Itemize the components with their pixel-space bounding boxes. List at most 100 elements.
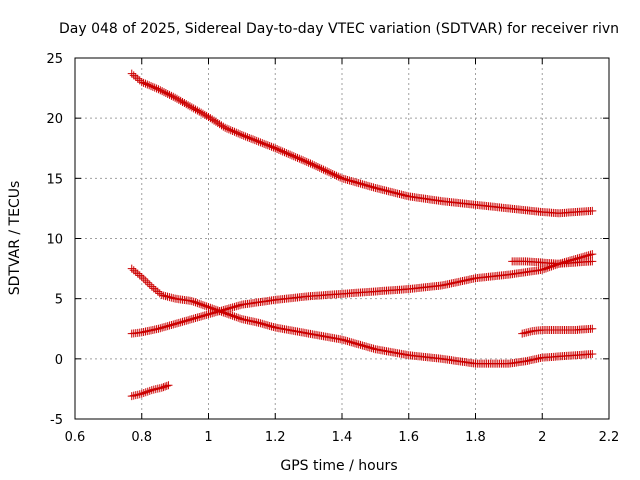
data-point bbox=[137, 78, 146, 87]
data-point bbox=[345, 176, 354, 185]
data-point bbox=[139, 78, 148, 87]
series-track-5 bbox=[508, 257, 597, 268]
data-point bbox=[269, 323, 278, 332]
data-point bbox=[295, 154, 304, 163]
x-tick-label: 1.4 bbox=[332, 430, 353, 445]
data-point bbox=[228, 127, 237, 136]
data-point bbox=[230, 302, 239, 311]
data-point bbox=[306, 159, 315, 168]
data-point bbox=[167, 91, 176, 100]
data-point bbox=[278, 147, 287, 156]
data-point bbox=[236, 301, 245, 310]
data-point bbox=[221, 123, 230, 132]
data-point bbox=[323, 167, 332, 176]
data-point bbox=[139, 389, 148, 398]
data-point bbox=[211, 305, 220, 314]
data-point bbox=[198, 301, 207, 310]
data-point bbox=[161, 322, 170, 331]
data-point bbox=[200, 311, 209, 320]
data-point bbox=[208, 304, 217, 313]
data-point bbox=[133, 269, 142, 278]
data-point bbox=[332, 171, 341, 180]
data-point bbox=[171, 319, 180, 328]
data-point bbox=[200, 110, 209, 119]
data-point bbox=[343, 337, 352, 346]
data-point bbox=[291, 153, 300, 162]
data-point bbox=[163, 89, 172, 98]
data-point bbox=[127, 69, 136, 78]
series-track-4 bbox=[127, 381, 173, 401]
data-point bbox=[588, 350, 597, 359]
data-point bbox=[280, 148, 289, 157]
data-point bbox=[141, 388, 150, 397]
y-tick-label: 5 bbox=[55, 293, 63, 308]
plot-frame bbox=[74, 57, 610, 420]
data-point bbox=[145, 280, 154, 289]
data-point bbox=[153, 287, 162, 296]
data-point bbox=[223, 309, 232, 318]
data-point bbox=[230, 312, 239, 321]
data-point bbox=[197, 300, 206, 309]
data-point bbox=[157, 383, 166, 392]
data-point bbox=[588, 257, 597, 266]
y-axis-label: SDTVAR / TECUs bbox=[7, 181, 23, 296]
data-point bbox=[163, 292, 172, 301]
data-point bbox=[184, 316, 193, 325]
data-point bbox=[176, 318, 185, 327]
data-point bbox=[232, 313, 241, 322]
data-point bbox=[256, 319, 265, 328]
data-point bbox=[243, 133, 252, 142]
data-point bbox=[187, 315, 196, 324]
data-point bbox=[180, 317, 189, 326]
data-point bbox=[356, 340, 365, 349]
data-point bbox=[241, 132, 250, 141]
data-point bbox=[219, 308, 228, 317]
data-point bbox=[308, 160, 317, 169]
data-point bbox=[147, 282, 156, 291]
data-point bbox=[336, 173, 345, 182]
data-point bbox=[195, 107, 204, 116]
data-point bbox=[167, 293, 176, 302]
data-point bbox=[347, 177, 356, 186]
data-point bbox=[234, 313, 243, 322]
data-point bbox=[293, 153, 302, 162]
data-point bbox=[157, 291, 166, 300]
data-point bbox=[191, 314, 200, 323]
data-point bbox=[141, 276, 150, 285]
data-point bbox=[171, 93, 180, 102]
data-point bbox=[129, 266, 138, 275]
data-point bbox=[163, 322, 172, 331]
data-point bbox=[217, 307, 226, 316]
data-point bbox=[297, 155, 306, 164]
x-tick-label: 2.2 bbox=[599, 430, 620, 445]
data-point bbox=[152, 84, 161, 93]
data-point bbox=[127, 264, 136, 273]
data-point bbox=[261, 140, 270, 149]
data-point bbox=[339, 174, 348, 183]
data-point bbox=[187, 297, 196, 306]
data-point bbox=[271, 144, 280, 153]
series-track-6 bbox=[518, 324, 597, 338]
data-point bbox=[363, 343, 372, 352]
data-point bbox=[182, 100, 191, 109]
data-point bbox=[330, 170, 339, 179]
data-point bbox=[312, 162, 321, 171]
data-point bbox=[350, 339, 359, 348]
data-point bbox=[202, 310, 211, 319]
data-point bbox=[276, 146, 285, 155]
data-point bbox=[338, 174, 346, 183]
data-point bbox=[349, 177, 358, 186]
data-point bbox=[356, 179, 365, 188]
data-point bbox=[162, 381, 171, 390]
data-point bbox=[325, 168, 334, 177]
data-point bbox=[131, 267, 140, 276]
data-point bbox=[176, 96, 185, 105]
data-point bbox=[363, 181, 372, 190]
data-point bbox=[165, 90, 174, 99]
data-point bbox=[137, 273, 146, 282]
data-point bbox=[347, 338, 356, 347]
data-point bbox=[165, 293, 174, 302]
data-point bbox=[221, 309, 230, 318]
data-point bbox=[161, 382, 170, 391]
data-point bbox=[169, 294, 178, 303]
